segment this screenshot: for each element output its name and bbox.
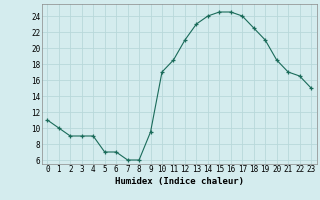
X-axis label: Humidex (Indice chaleur): Humidex (Indice chaleur) (115, 177, 244, 186)
